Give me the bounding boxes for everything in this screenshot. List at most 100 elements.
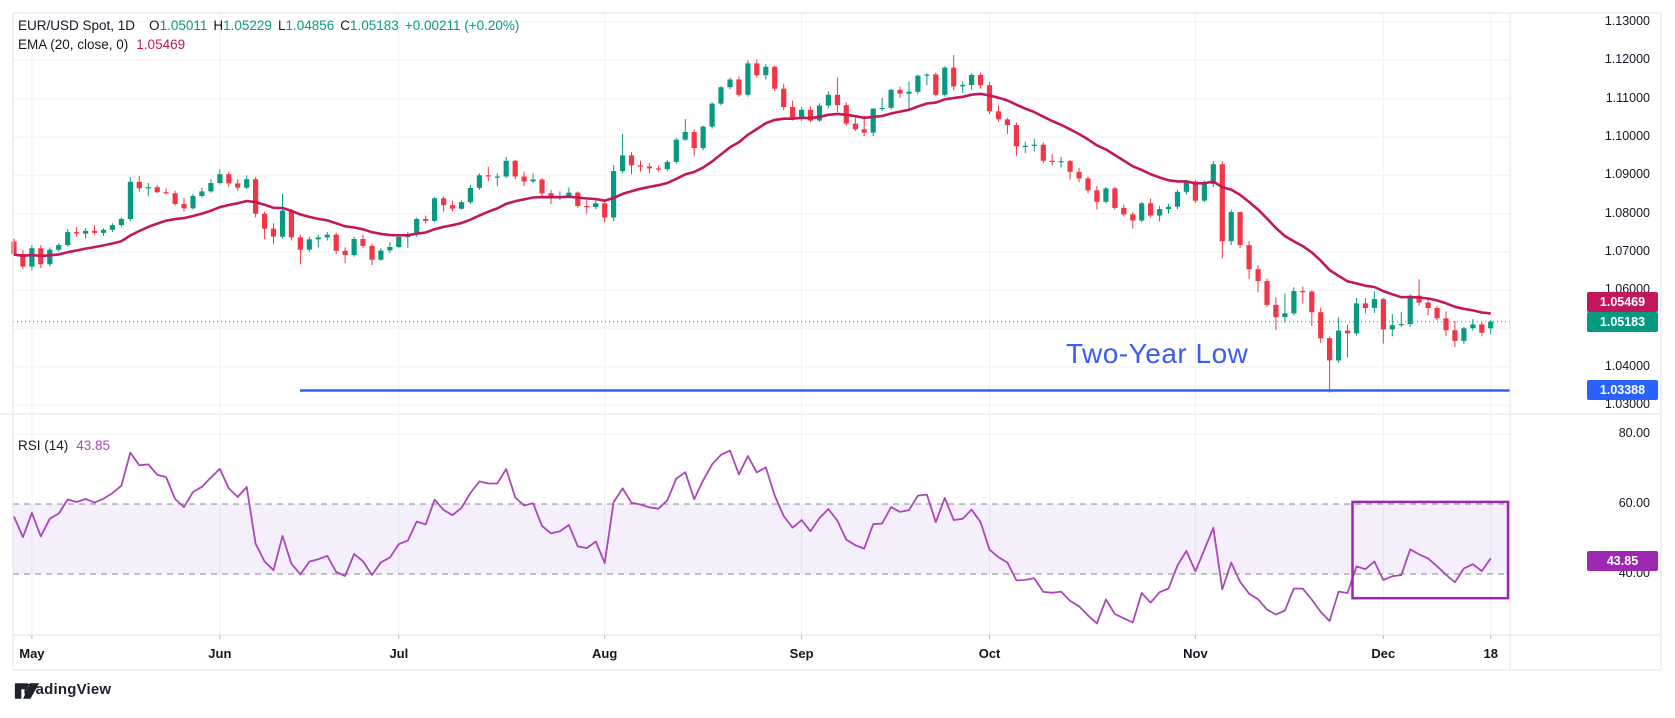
price-axis-label: 1.07000 <box>1604 243 1650 258</box>
candle-body <box>1479 324 1485 333</box>
candle-body <box>646 166 652 169</box>
candle-body <box>1148 203 1154 216</box>
candle-body <box>74 232 80 234</box>
candle-body <box>1282 313 1288 318</box>
time-axis-label: Jun <box>208 646 232 661</box>
candle-body <box>485 175 491 177</box>
candle-body <box>1219 164 1225 242</box>
rsi-highlight-box[interactable] <box>1351 500 1510 600</box>
candle-body <box>584 206 590 208</box>
candle-body <box>1174 191 1181 207</box>
candle-body <box>566 192 572 197</box>
candle-body <box>441 198 447 206</box>
candle-body <box>539 179 545 194</box>
candle-body <box>1067 161 1073 172</box>
low-key: L <box>277 18 286 33</box>
candle-body <box>637 165 644 167</box>
rsi-legend-row[interactable]: RSI (14) 43.85 <box>18 438 110 453</box>
candle-body <box>136 181 142 189</box>
candle-body <box>145 187 151 189</box>
candle-body <box>1425 302 1431 308</box>
candle-body <box>1488 321 1494 329</box>
candle-body <box>1416 295 1422 303</box>
price-axis-label: 1.12000 <box>1604 52 1650 67</box>
candle-body <box>611 171 617 218</box>
high-value: 1.05229 <box>223 18 272 33</box>
candle-body <box>772 66 778 89</box>
candle-body <box>1013 125 1019 147</box>
candle-body <box>906 91 912 94</box>
open-value: 1.05011 <box>159 18 208 33</box>
candle-body <box>1058 161 1064 163</box>
candle-body <box>1237 212 1243 246</box>
candle-body <box>360 239 366 246</box>
candle-body <box>235 183 241 188</box>
candle-body <box>960 84 966 87</box>
candle-body <box>1139 203 1145 221</box>
candle-body <box>1112 188 1118 208</box>
two-year-low-annotation[interactable]: Two-Year Low <box>1066 338 1249 369</box>
ema-label[interactable]: EMA (20, close, 0) <box>18 37 129 52</box>
candle-body <box>1380 299 1386 330</box>
candle-body <box>754 63 760 76</box>
ema-value: 1.05469 <box>136 37 186 52</box>
candle-body <box>924 74 930 76</box>
candle-body <box>548 193 554 199</box>
candle-body <box>834 94 840 106</box>
candle-body <box>1470 324 1476 329</box>
candle-body <box>423 219 429 221</box>
candle-body <box>1085 178 1091 191</box>
ema-legend-row[interactable]: EMA (20, close, 0) 1.05469 <box>18 35 519 54</box>
candle-body <box>458 202 465 209</box>
candle-body <box>807 109 814 121</box>
rsi-label[interactable]: RSI (14) <box>18 438 69 453</box>
candle-body <box>933 74 939 95</box>
close-value: 1.05183 <box>350 18 399 33</box>
candle-body <box>163 192 169 194</box>
ema-line <box>13 92 1491 315</box>
candle-body <box>432 198 438 221</box>
candle-body <box>1210 164 1216 185</box>
rsi-band <box>13 504 1510 574</box>
rsi-line <box>13 449 1492 625</box>
candle-body <box>1103 188 1109 202</box>
candle-body <box>1273 304 1279 318</box>
candle-body <box>986 85 993 112</box>
candle-body <box>1076 171 1082 179</box>
high-key: H <box>213 18 224 33</box>
candle-body <box>995 111 1002 120</box>
candle-body <box>799 109 805 119</box>
candle-body <box>65 232 71 246</box>
price-axis-label: 1.08000 <box>1604 205 1650 220</box>
symbol-title[interactable]: EUR/USD Spot, 1D <box>18 18 136 33</box>
candle-body <box>1121 207 1127 215</box>
candle-body <box>673 139 679 162</box>
candle-body <box>951 67 957 87</box>
candle-body <box>870 108 876 133</box>
time-axis-label: Jul <box>389 646 409 661</box>
candle-body <box>1040 144 1046 161</box>
candle-body <box>181 204 187 209</box>
candle-body <box>1291 291 1297 314</box>
ema-price-badge: 1.05469 <box>1587 291 1658 312</box>
symbol-legend: EUR/USD Spot, 1D O1.05011 H1.05229 L1.04856… <box>18 16 519 54</box>
candle-body <box>915 75 921 92</box>
symbol-legend-row[interactable]: EUR/USD Spot, 1D O1.05011 H1.05229 L1.04856… <box>18 16 519 35</box>
candle-body <box>217 174 223 183</box>
candle-body <box>709 103 715 127</box>
candle-body <box>387 247 393 251</box>
tradingview-logo[interactable]: TradingView <box>14 681 111 699</box>
candle-body <box>825 94 831 106</box>
candle-body <box>736 79 742 95</box>
candle-body <box>1031 144 1037 146</box>
price-axis-label: 1.03000 <box>1604 397 1650 412</box>
candle-body <box>682 132 688 140</box>
price-axis-label: 1.04000 <box>1604 358 1650 373</box>
candle-body <box>315 237 321 240</box>
price-axis-label: 1.11000 <box>1605 90 1650 105</box>
candle-body <box>1183 181 1189 192</box>
low-value: 1.04856 <box>285 18 335 33</box>
candle-body <box>1004 119 1010 126</box>
price-axis-label: 1.09000 <box>1604 167 1650 182</box>
